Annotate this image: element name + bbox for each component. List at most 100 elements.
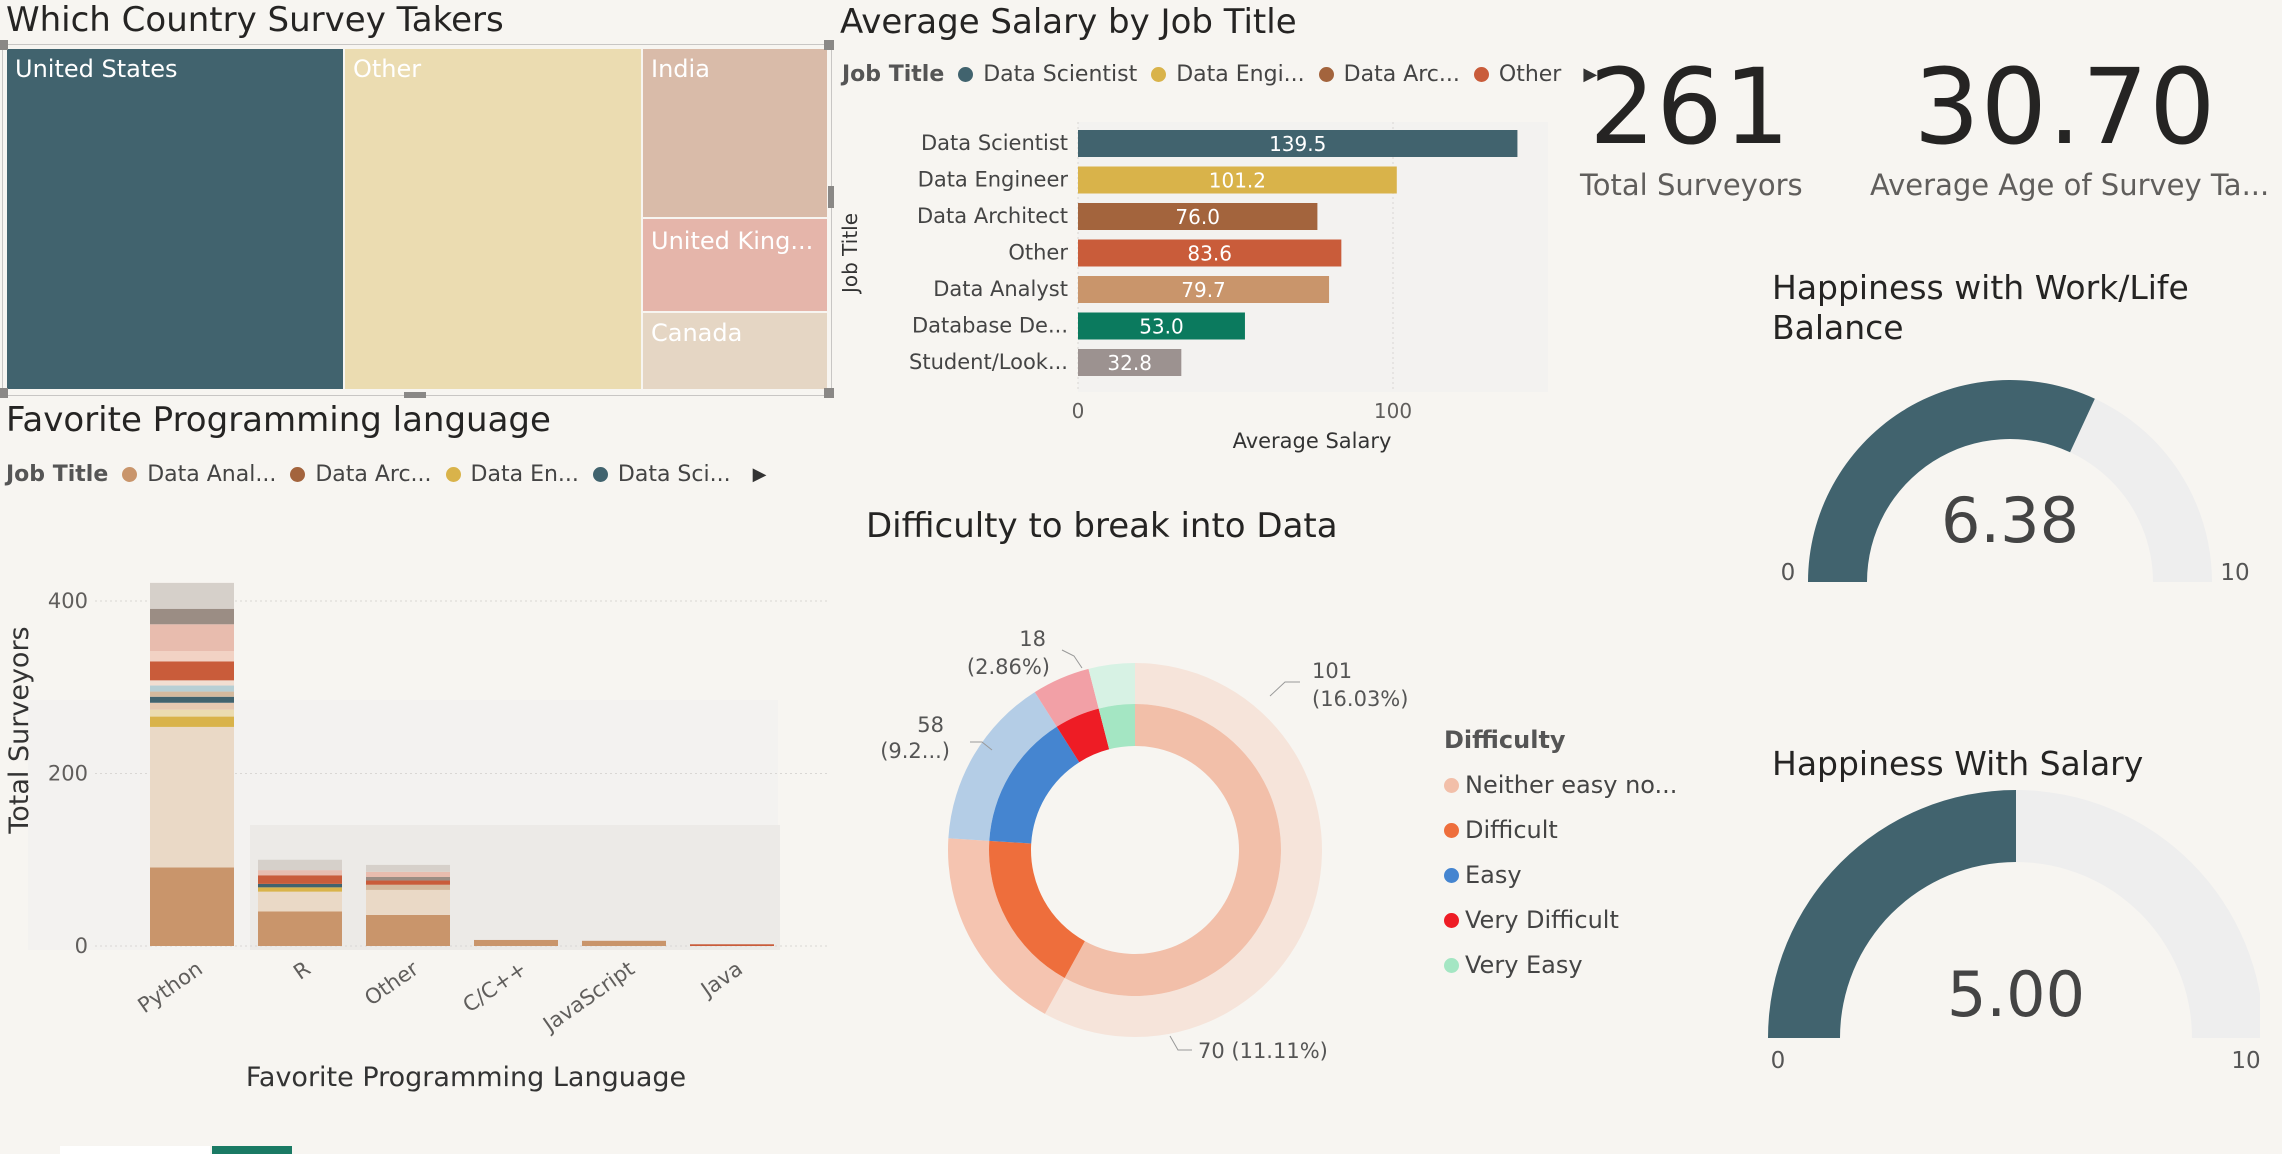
bar-segment <box>258 859 342 871</box>
treemap-cell-united-kingdom[interactable]: United King... <box>642 218 828 312</box>
bar-segment <box>150 582 234 609</box>
gauge-min-label: 0 <box>1781 560 1796 586</box>
bar-segment <box>150 702 234 710</box>
bar-segment <box>150 691 234 697</box>
legend-swatch <box>1444 778 1459 793</box>
legend-item[interactable]: Data Engi... <box>1176 62 1305 87</box>
y-tick-label: 200 <box>48 762 88 786</box>
legend-next-arrow-icon[interactable]: ▶ <box>752 464 767 485</box>
legend-item[interactable]: Neither easy no... <box>1444 763 1677 808</box>
resize-handle-bottom-mid[interactable] <box>404 392 426 398</box>
legend-swatch <box>1151 67 1167 82</box>
bar <box>1078 276 1330 303</box>
treemap-label: Other <box>353 55 422 83</box>
legend-item[interactable]: Data Arc... <box>1343 62 1460 87</box>
bar <box>1078 203 1318 230</box>
treemap-cell-other[interactable]: Other <box>344 48 642 390</box>
gauge-title-line: Happiness with Work/Life <box>1772 268 2189 307</box>
bar-segment <box>150 726 234 868</box>
data-label: (16.03%) <box>1312 687 1408 711</box>
bar-segment <box>150 651 234 662</box>
gauge-salary[interactable]: 5.00 0 10 <box>1760 786 2260 1086</box>
data-label: 70 (11.11%) <box>1198 1039 1328 1063</box>
legend-swatch <box>1444 823 1459 838</box>
bar-segment <box>366 914 450 946</box>
y-tick-label: Student/Look... <box>909 350 1068 374</box>
legend-next-arrow-icon[interactable]: ▶ <box>1583 64 1598 85</box>
legend-item[interactable]: Very Difficult <box>1444 898 1677 943</box>
legend-swatch <box>1473 67 1489 82</box>
legend-item[interactable]: Difficult <box>1444 808 1677 853</box>
legend-item[interactable]: Easy <box>1444 853 1677 898</box>
legend-item[interactable]: Data Sci... <box>617 462 731 487</box>
fav-lang-legend: Job Title Data Anal... Data Arc... Data … <box>6 462 766 487</box>
difficulty-title: Difficulty to break into Data <box>866 506 1338 546</box>
bar-segment <box>582 940 666 946</box>
y-tick-label: Data Engineer <box>918 168 1069 192</box>
gauge-worklife[interactable]: 6.38 0 10 <box>1760 350 2260 590</box>
data-label: 83.6 <box>1187 242 1232 266</box>
gauge-max-label: 10 <box>2231 1048 2260 1074</box>
resize-handle-right-mid[interactable] <box>828 186 834 208</box>
bar-segment <box>258 870 342 876</box>
bar-segment <box>150 608 234 625</box>
legend-item[interactable]: Data Scientist <box>983 62 1138 87</box>
y-tick-label: Data Scientist <box>921 131 1068 155</box>
legend-item-label: Neither easy no... <box>1465 771 1678 799</box>
bar-segment <box>258 887 342 892</box>
bar-segment <box>258 911 342 946</box>
y-tick-label: Database De... <box>912 314 1068 338</box>
legend-swatch <box>1444 868 1459 883</box>
bar-segment <box>258 891 342 912</box>
resize-handle-bottom-right[interactable] <box>824 388 834 398</box>
treemap-label: United King... <box>651 227 814 255</box>
bar-segment <box>150 685 234 692</box>
data-label: (2.86%) <box>967 655 1050 679</box>
resize-handle-bottom-left[interactable] <box>0 388 8 398</box>
difficulty-donut-chart[interactable]: 101 (16.03%) 70 (11.11%) 58(9.2...) 18 (2.86%… <box>860 620 1440 1080</box>
treemap[interactable]: United States Other India United King...… <box>6 48 828 390</box>
data-label: 101.2 <box>1209 169 1266 193</box>
legend-item[interactable]: Data En... <box>470 462 579 487</box>
y-tick-label: Other <box>1008 241 1068 265</box>
legend-item-label: Difficult <box>1465 816 1558 844</box>
treemap-label: Canada <box>651 319 743 347</box>
treemap-cell-united-states[interactable]: United States <box>6 48 344 390</box>
treemap-label: United States <box>15 55 178 83</box>
legend-title: Difficulty <box>1444 726 1566 754</box>
treemap-cell-india[interactable]: India <box>642 48 828 218</box>
bar-segment <box>366 880 450 885</box>
y-tick-label: 400 <box>48 589 88 613</box>
legend-title: Job Title <box>6 462 109 487</box>
avg-salary-bar-chart[interactable]: 0 100 Data Scientist 139.5 Data Engineer 101.… <box>830 110 1560 460</box>
treemap-cell-canada[interactable]: Canada <box>642 312 828 390</box>
treemap-title: Which Country Survey Takers <box>6 0 504 40</box>
legend-item[interactable]: Very Easy <box>1444 943 1677 988</box>
y-tick-label: 0 <box>75 934 88 958</box>
legend-item-label: Easy <box>1465 861 1522 889</box>
bar-segment <box>366 889 450 915</box>
data-label: 76.0 <box>1175 205 1220 229</box>
data-label: 58 <box>917 713 944 737</box>
visual-selection-frame <box>2 44 832 396</box>
page-tab-active[interactable] <box>212 1146 292 1154</box>
fav-lang-title: Favorite Programming language <box>6 400 551 440</box>
resize-handle-top-left[interactable] <box>0 40 8 50</box>
legend-item[interactable]: Data Arc... <box>315 462 432 487</box>
donut-slice <box>1064 704 1281 996</box>
bar-segment <box>150 624 234 652</box>
legend-item-label: Very Difficult <box>1465 906 1619 934</box>
legend-item[interactable]: Data Anal... <box>147 462 277 487</box>
donut-slice <box>1056 708 1110 763</box>
page-tab[interactable] <box>60 1146 210 1154</box>
resize-handle-top-right[interactable] <box>824 40 834 50</box>
y-axis-title: Job Title <box>838 213 862 295</box>
bar-segment <box>150 716 234 727</box>
gauge-worklife-title: Happiness with Work/Life Balance <box>1772 268 2189 348</box>
bar-segment <box>366 884 450 890</box>
fav-lang-stacked-chart[interactable]: 0 200 400 Python R Other C/C++ JavaScript Java Fa… <box>0 560 840 1120</box>
donut-slice <box>1098 704 1135 750</box>
bar-segment <box>366 877 450 881</box>
leader-line <box>970 741 993 751</box>
legend-item[interactable]: Other <box>1498 62 1562 87</box>
